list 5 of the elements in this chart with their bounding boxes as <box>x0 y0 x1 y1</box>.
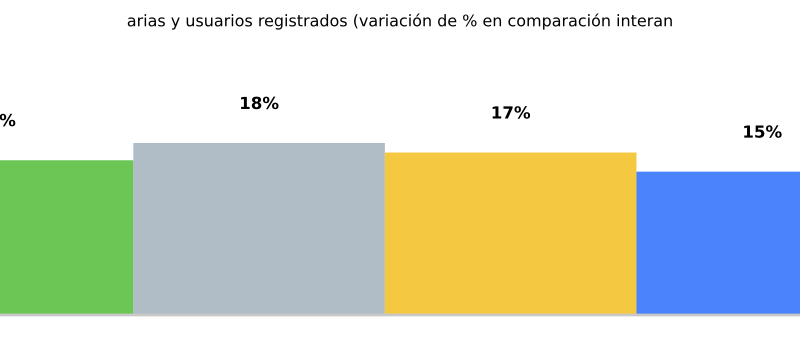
data-label: 18% <box>241 96 279 110</box>
data-label: 17% <box>492 106 530 119</box>
data-label: 15% <box>744 125 782 138</box>
chart-title: arias y usuarios registrados (variación de % en comparación interan <box>128 14 672 30</box>
data-label: % <box>0 114 16 126</box>
